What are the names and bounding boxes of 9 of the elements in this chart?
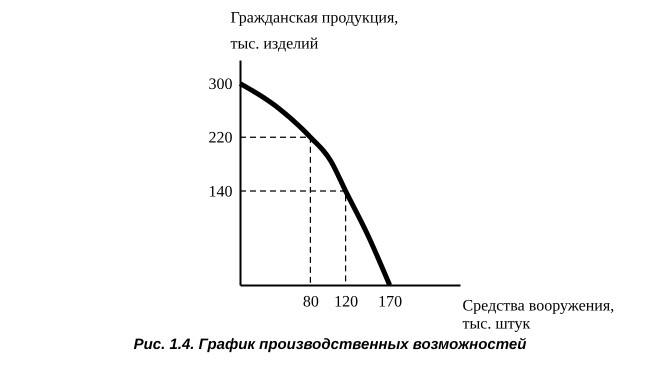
x-tick-label: 120 xyxy=(334,294,358,310)
y-tick-label: 140 xyxy=(208,183,232,200)
text: Рис. 1.4. График производственных возможностей xyxy=(132,336,528,353)
y-axis-title: Гражданская продукция, тыс. изделий xyxy=(230,10,398,52)
y-tick-label: 300 xyxy=(208,76,232,94)
y-tick-label: 220 xyxy=(208,130,232,147)
x-tick-label: 80 xyxy=(302,294,319,310)
x-axis-title: Средства вооружения, тыс. штук xyxy=(462,298,614,332)
x-tick-label: 170 xyxy=(378,294,402,310)
